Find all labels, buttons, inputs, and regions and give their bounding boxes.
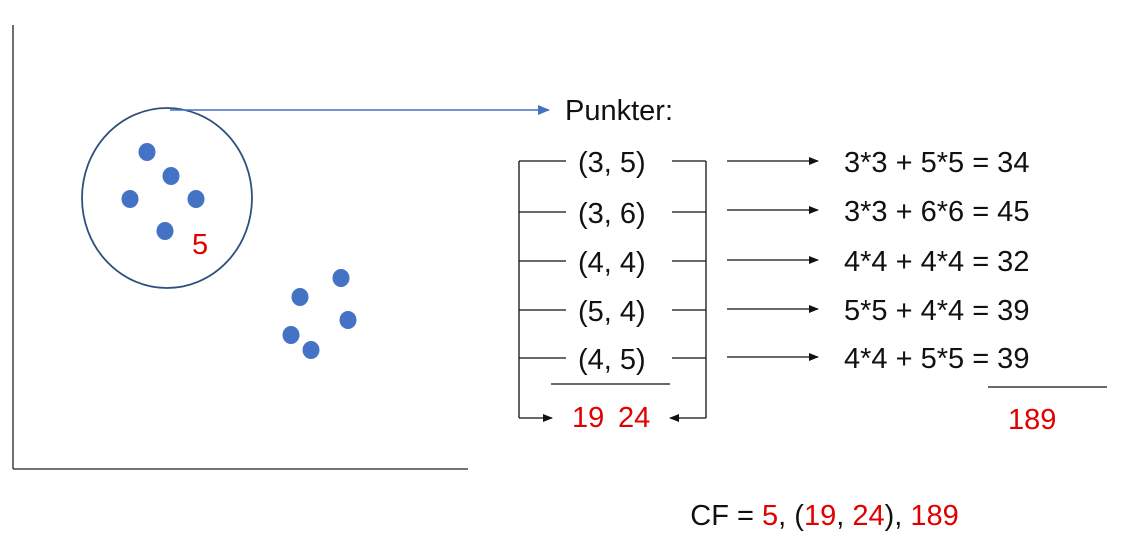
cf-sep-3: ), [885,500,911,532]
point-labels: (3, 5) (3, 6) (4, 4) (5, 4) (4, 5) [578,147,646,376]
cluster-point [156,222,174,240]
cluster-circle [81,107,253,289]
cluster-point [187,190,205,208]
point [291,288,309,306]
cf-prefix: CF = [690,500,762,532]
cluster-point [121,190,139,208]
cf-n: 5 [762,500,778,532]
linear-sum-y: 24 [618,402,650,434]
square-calc: 5*5 + 4*4 = 39 [844,295,1029,327]
square-sum: 189 [1008,404,1056,436]
cluster-count-label: 5 [192,229,208,261]
points-header: Punkter: [565,95,673,127]
calc-arrows [727,157,819,361]
cf-sep-2: , [836,500,852,532]
point-label: (3, 5) [578,147,646,179]
point [339,311,357,329]
cluster-point [162,167,180,185]
point [282,326,300,344]
linear-sum-x: 19 [572,402,604,434]
cluster-points [121,143,205,240]
point [332,269,350,287]
right-ticks [672,160,706,359]
cf-ss: 189 [910,500,958,532]
cf-ls-y: 24 [852,500,884,532]
square-calc: 3*3 + 5*5 = 34 [844,147,1029,179]
cf-ls-x: 19 [804,500,836,532]
square-calcs: 3*3 + 5*5 = 34 3*3 + 6*6 = 45 4*4 + 4*4 … [844,147,1029,375]
point-label: (4, 5) [578,344,646,376]
other-points [282,269,357,359]
point-label: (3, 6) [578,198,646,230]
point-label: (5, 4) [578,296,646,328]
cluster-point [138,143,156,161]
square-calc: 4*4 + 5*5 = 39 [844,343,1029,375]
point-label: (4, 4) [578,247,646,279]
square-calc: 4*4 + 4*4 = 32 [844,246,1029,278]
left-ticks [519,160,566,359]
point [302,341,320,359]
square-calc: 3*3 + 6*6 = 45 [844,196,1029,228]
cf-formula: CF = 5, (19, 24), 189 [650,500,983,532]
cf-sep-1: , ( [778,500,804,532]
